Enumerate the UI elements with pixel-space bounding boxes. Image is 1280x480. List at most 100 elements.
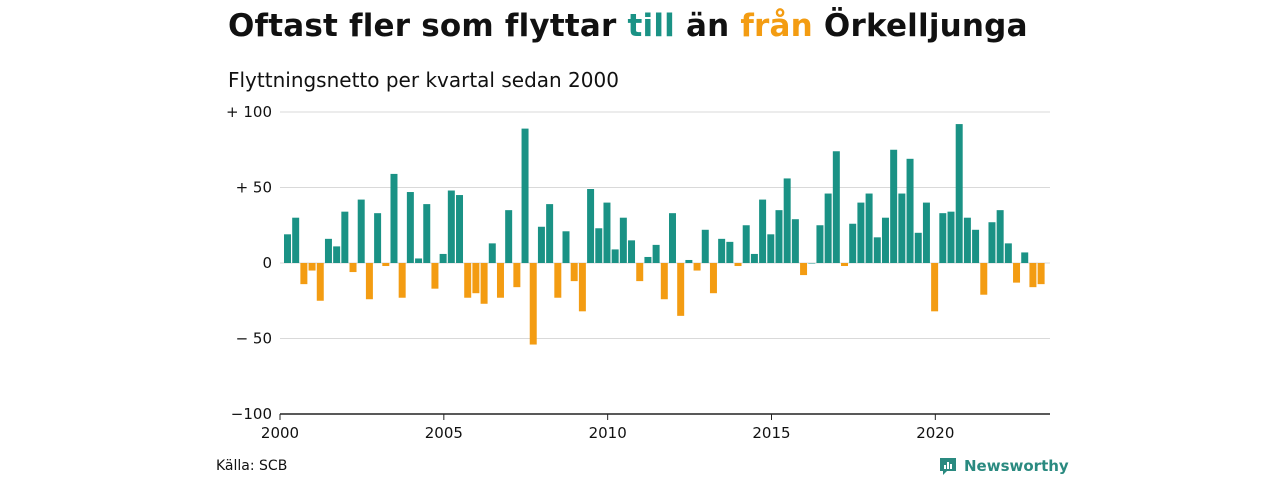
bar <box>783 178 791 263</box>
bar <box>554 263 562 298</box>
bar <box>734 263 742 267</box>
bar <box>931 263 939 312</box>
bar <box>488 243 496 263</box>
bar <box>603 202 611 263</box>
bar <box>808 263 816 264</box>
bar <box>537 226 545 263</box>
bar <box>726 241 734 263</box>
bar <box>284 234 291 263</box>
bar <box>972 229 980 263</box>
bar <box>505 210 513 263</box>
bar <box>341 211 349 263</box>
bar <box>546 204 554 263</box>
bar <box>824 193 832 263</box>
x-tick-label: 2010 <box>589 424 627 442</box>
bar <box>374 213 382 263</box>
bar <box>857 202 865 263</box>
bar <box>578 263 586 312</box>
bar <box>652 244 660 263</box>
y-tick-label: + 50 <box>236 179 272 197</box>
bar <box>529 263 537 345</box>
y-tick-label: −100 <box>231 405 272 423</box>
bar <box>669 213 676 263</box>
bar <box>791 219 799 263</box>
newsworthy-logo-icon <box>940 458 956 475</box>
bar <box>890 149 898 263</box>
chart-subtitle: Flyttningsnetto per kvartal sedan 2000 <box>228 68 619 92</box>
bar <box>587 189 595 263</box>
bar <box>1037 263 1045 285</box>
bar <box>693 263 701 271</box>
bar <box>480 263 488 304</box>
bar <box>447 190 455 263</box>
bar <box>767 234 775 263</box>
chart-title: Oftast fler som flyttar till än från Örk… <box>228 8 1028 44</box>
bar <box>1004 243 1012 263</box>
bar <box>980 263 988 295</box>
bar <box>644 256 652 263</box>
bar <box>316 263 324 301</box>
x-tick-label: 2020 <box>916 424 954 442</box>
bar <box>513 263 521 288</box>
x-tick-label: 2000 <box>261 424 299 442</box>
bar <box>873 237 881 263</box>
bar <box>906 158 914 263</box>
y-tick-label: 0 <box>262 254 272 272</box>
bar <box>685 259 693 263</box>
bar <box>996 210 1004 263</box>
bar <box>660 263 668 300</box>
bar <box>562 231 570 263</box>
bar <box>308 263 316 271</box>
bar <box>472 263 480 294</box>
bar <box>963 217 971 263</box>
bar <box>677 263 685 316</box>
bars <box>284 124 1045 345</box>
bar <box>1029 263 1037 288</box>
brand-name: Newsworthy <box>964 457 1069 475</box>
bar <box>496 263 504 298</box>
bar <box>947 211 955 263</box>
bar <box>841 263 849 267</box>
bar <box>865 193 873 263</box>
brand-logo[interactable]: Newsworthy <box>938 456 1069 476</box>
bar <box>1021 252 1029 263</box>
bar <box>988 222 996 263</box>
bar <box>398 263 406 298</box>
x-tick-label: 2005 <box>425 424 463 442</box>
bar <box>898 193 906 263</box>
bar <box>292 217 300 263</box>
bar <box>349 263 357 273</box>
bar <box>922 202 930 263</box>
bar <box>718 238 726 263</box>
bar <box>300 263 308 285</box>
bar <box>939 213 947 263</box>
bar <box>881 217 889 263</box>
bar <box>619 217 627 263</box>
x-tick-label: 2015 <box>752 424 790 442</box>
bar <box>1013 263 1021 283</box>
bar <box>775 210 783 263</box>
bar <box>832 151 840 263</box>
bar <box>595 228 603 263</box>
bar <box>456 195 464 263</box>
bar <box>914 232 922 263</box>
bar <box>709 263 717 294</box>
bar <box>357 199 365 263</box>
bar <box>701 229 709 263</box>
bar <box>742 225 750 263</box>
bar <box>800 263 808 276</box>
bar <box>955 124 963 263</box>
bar <box>628 240 636 263</box>
bar <box>464 263 472 298</box>
bar <box>439 253 447 263</box>
bar <box>849 223 857 263</box>
bar <box>759 199 767 263</box>
bar <box>365 263 373 300</box>
bar <box>382 263 390 267</box>
title-part: från <box>740 8 813 44</box>
title-part: än <box>674 8 741 44</box>
source-note: Källa: SCB <box>216 458 288 474</box>
title-part: till <box>627 8 675 44</box>
